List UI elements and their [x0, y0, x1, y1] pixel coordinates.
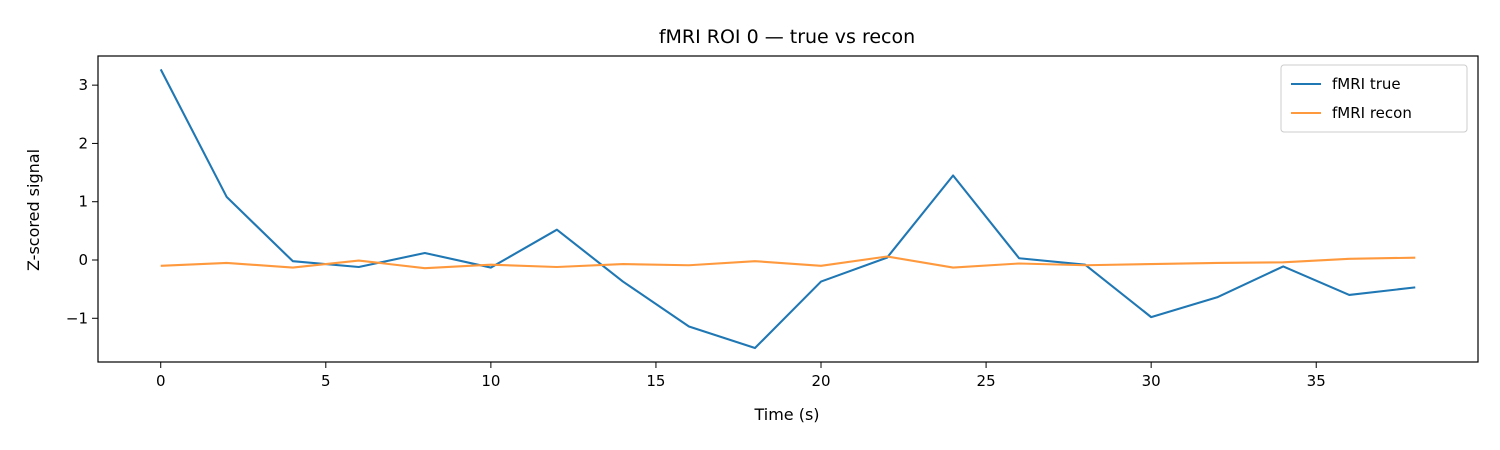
x-tick-label: 15: [646, 372, 665, 390]
legend-label: fMRI recon: [1332, 104, 1412, 122]
series-line-recon: [160, 255, 1416, 270]
x-tick-label: 35: [1307, 372, 1326, 390]
x-tick-label: 0: [156, 372, 166, 390]
x-axis-label: Time (s): [753, 405, 819, 424]
y-tick-label: 3: [78, 76, 88, 94]
chart-title: fMRI ROI 0 — true vs recon: [659, 26, 915, 48]
x-tick-label: 25: [977, 372, 996, 390]
x-tick-label: 20: [811, 372, 830, 390]
x-axis: 0 5 10 15 20 25 30 35: [156, 362, 1326, 390]
y-tick-label: −1: [66, 309, 88, 327]
x-tick-label: 30: [1142, 372, 1161, 390]
y-tick-label: 1: [78, 193, 88, 211]
legend-label: fMRI true: [1332, 75, 1401, 93]
y-tick-label: 0: [78, 251, 88, 269]
y-axis-label: Z-scored signal: [24, 149, 43, 271]
y-axis: −1 0 1 2 3: [66, 76, 98, 327]
x-tick-label: 10: [481, 372, 500, 390]
y-tick-label: 2: [78, 134, 88, 152]
axes-frame: [97, 55, 1479, 363]
x-tick-label: 5: [321, 372, 331, 390]
legend: fMRI true fMRI recon: [1280, 64, 1468, 133]
legend-box: [1280, 64, 1468, 133]
series-layer: [159, 68, 1416, 350]
series-line-true: [159, 68, 1416, 350]
